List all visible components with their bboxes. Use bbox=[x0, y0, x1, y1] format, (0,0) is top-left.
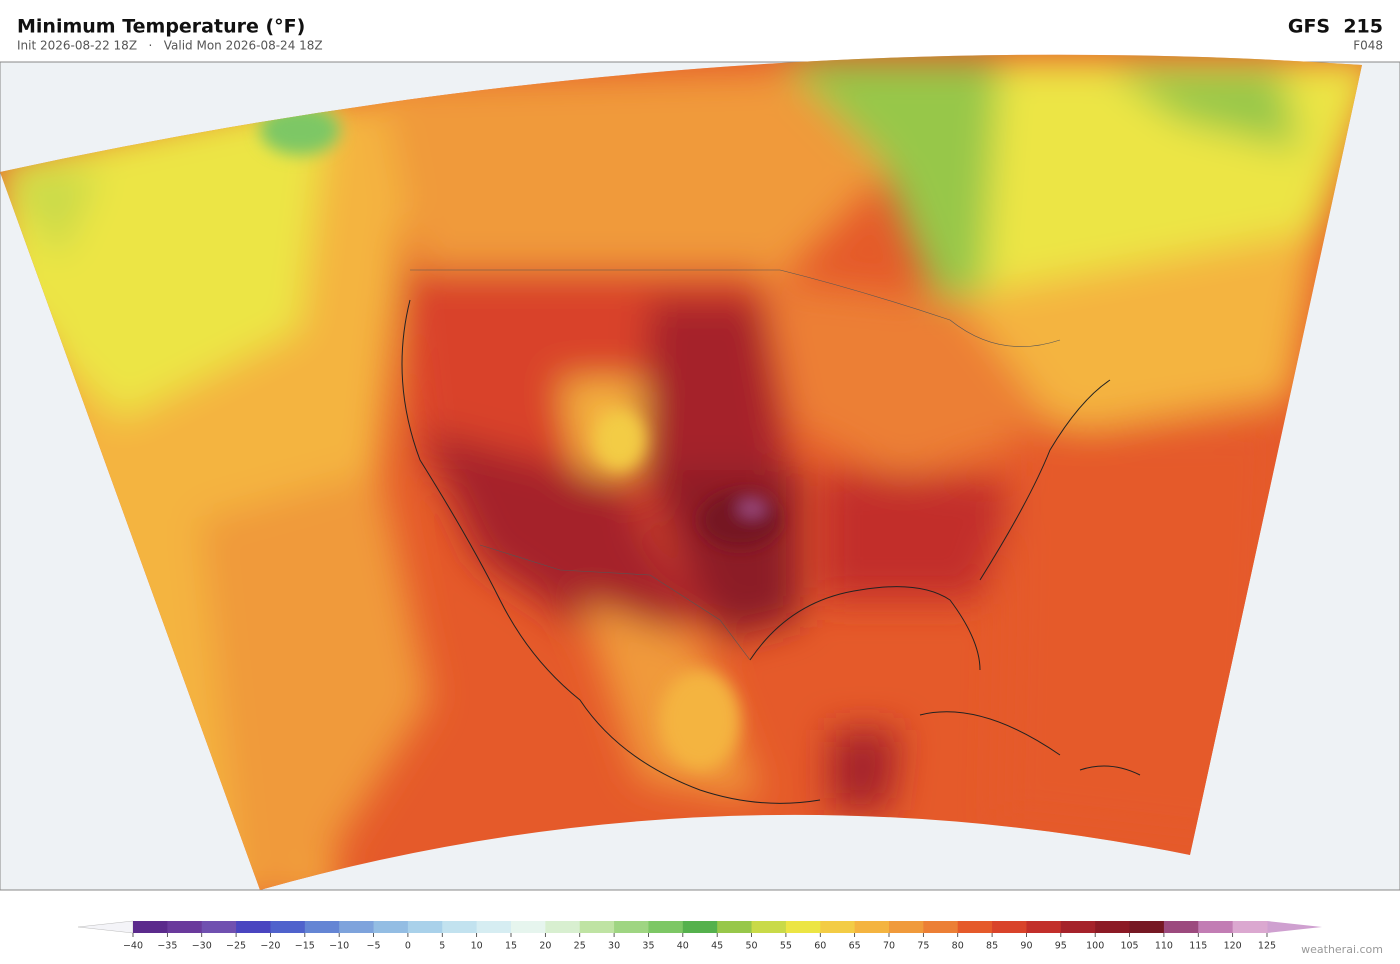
colorbar-tick-label: 40 bbox=[677, 941, 689, 952]
colorbar-tick-label: 35 bbox=[642, 941, 654, 952]
colorbar-swatch bbox=[373, 921, 409, 933]
colorbar-swatch bbox=[889, 921, 924, 933]
colorbar-tick-label: −10 bbox=[329, 941, 349, 952]
colorbar-tick-label: 100 bbox=[1086, 941, 1104, 952]
coastlines bbox=[401, 299, 1141, 804]
colorbar-tick-label: 85 bbox=[986, 941, 998, 952]
colorbar-swatch bbox=[339, 921, 375, 933]
colorbar-swatch bbox=[304, 921, 340, 933]
colorbar-swatch bbox=[1060, 921, 1096, 933]
colorbar-tick-label: 125 bbox=[1258, 941, 1276, 952]
borders bbox=[410, 269, 1061, 661]
colorbar-tick-label: 75 bbox=[917, 941, 929, 952]
title: Minimum Temperature (°F) bbox=[17, 16, 305, 38]
colorbar-swatch bbox=[682, 921, 718, 933]
colorbar-tick-label: 120 bbox=[1224, 941, 1242, 952]
colorbar-swatch bbox=[545, 921, 581, 933]
temperature-field bbox=[0, 54, 1362, 890]
colorbar-swatch bbox=[785, 921, 821, 933]
colorbar-tick-label: −40 bbox=[123, 941, 143, 952]
colorbar-swatch bbox=[407, 921, 443, 933]
colorbar-swatch bbox=[236, 921, 271, 933]
colorbar-tick-label: 90 bbox=[1020, 941, 1032, 952]
credit: weatherai.com bbox=[1301, 943, 1383, 956]
colorbar-swatch bbox=[133, 921, 168, 933]
colorbar-swatch bbox=[992, 921, 1027, 933]
colorbar-swatch bbox=[820, 921, 856, 933]
colorbar-tick-label: −5 bbox=[367, 941, 381, 952]
colorbar-swatch bbox=[442, 921, 478, 933]
colorbar-tick-label: 10 bbox=[471, 941, 483, 952]
colorbar-swatch bbox=[201, 921, 237, 933]
colorbar-tick-label: −35 bbox=[157, 941, 177, 952]
colorbar-swatch bbox=[1129, 921, 1165, 933]
colorbar-swatch bbox=[717, 921, 753, 933]
colorbar-swatch bbox=[476, 921, 512, 933]
model: GFS 215 bbox=[1288, 16, 1383, 38]
colorbar-tick-label: 20 bbox=[539, 941, 551, 952]
colorbar-swatch bbox=[167, 921, 203, 933]
colorbar-swatch bbox=[270, 921, 306, 933]
colorbar-over bbox=[1267, 921, 1322, 933]
colorbar-swatch bbox=[1198, 921, 1234, 933]
colorbar-tick-label: 80 bbox=[952, 941, 964, 952]
colorbar-tick-label: 95 bbox=[1055, 941, 1067, 952]
colorbar-swatch bbox=[511, 921, 546, 933]
colorbar-swatch bbox=[1095, 921, 1131, 933]
colorbar-tick-label: 50 bbox=[745, 941, 757, 952]
colorbar-tick-label: 110 bbox=[1155, 941, 1173, 952]
colorbar-tick-label: −25 bbox=[226, 941, 246, 952]
colorbar-tick-label: 60 bbox=[814, 941, 826, 952]
colorbar-swatch bbox=[614, 921, 649, 933]
colorbar-tick-label: 30 bbox=[608, 941, 620, 952]
colorbar-tick-label: 45 bbox=[711, 941, 723, 952]
colorbar-swatch bbox=[579, 921, 615, 933]
colorbar-tick-label: −15 bbox=[295, 941, 315, 952]
colorbar-swatch bbox=[1232, 921, 1268, 933]
colorbar-swatch bbox=[957, 921, 993, 933]
colorbar-tick-label: 0 bbox=[405, 941, 411, 952]
colorbar-swatch bbox=[1026, 921, 1062, 933]
colorbar-tick-label: 65 bbox=[849, 941, 861, 952]
colorbar-tick-label: 70 bbox=[883, 941, 895, 952]
map bbox=[0, 54, 1400, 891]
colorbar-swatch bbox=[648, 921, 684, 933]
subtitle: Init 2026-08-22 18Z · Valid Mon 2026-08-… bbox=[17, 39, 323, 53]
colorbar-tick-label: 25 bbox=[574, 941, 586, 952]
colorbar: −40 −35 −30 −25 −20 −15 −10 −5 0 5 10 15 20 25 30 35 40 4… bbox=[77, 920, 1322, 952]
colorbar-swatch bbox=[854, 921, 890, 933]
colorbar-swatch bbox=[751, 921, 787, 933]
colorbar-under bbox=[77, 920, 134, 934]
colorbar-tick-label: −20 bbox=[260, 941, 280, 952]
colorbar-tick-label: 5 bbox=[439, 941, 445, 952]
colorbar-tick-label: 115 bbox=[1189, 941, 1207, 952]
colorbar-tick-label: 55 bbox=[780, 941, 792, 952]
colorbar-tick-label: −30 bbox=[192, 941, 212, 952]
colorbar-tick-label: 15 bbox=[505, 941, 517, 952]
forecast-hour: F048 bbox=[1353, 39, 1383, 53]
colorbar-swatch bbox=[1163, 921, 1199, 933]
colorbar-swatch bbox=[923, 921, 959, 933]
colorbar-tick-label: 105 bbox=[1120, 941, 1138, 952]
